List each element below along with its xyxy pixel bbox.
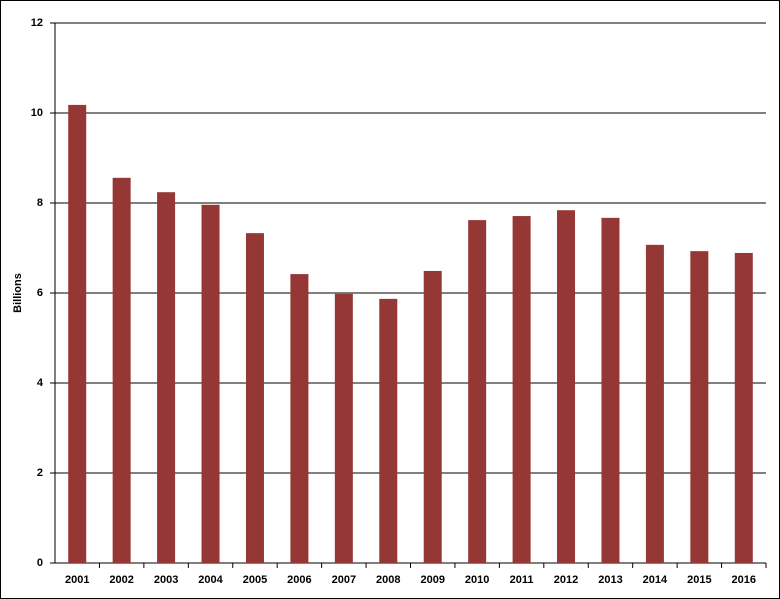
x-tick-label: 2014 bbox=[643, 574, 668, 586]
y-tick-label: 10 bbox=[31, 107, 43, 119]
x-tick-label: 2009 bbox=[420, 574, 444, 586]
bar bbox=[112, 177, 131, 564]
bar bbox=[557, 210, 576, 563]
y-axis-label: Billions bbox=[12, 273, 24, 313]
x-tick-label: 2012 bbox=[554, 574, 578, 586]
x-tick-label: 2011 bbox=[510, 574, 534, 586]
x-tick-label: 2005 bbox=[243, 574, 267, 586]
bar bbox=[468, 220, 487, 563]
y-tick-label: 12 bbox=[31, 17, 43, 29]
x-tick-label: 2013 bbox=[598, 574, 622, 586]
y-tick-label: 8 bbox=[37, 197, 43, 209]
bar bbox=[68, 104, 87, 564]
x-tick-label: 2006 bbox=[287, 574, 311, 586]
x-tick-label: 2002 bbox=[109, 574, 133, 586]
y-tick-label: 2 bbox=[37, 467, 43, 479]
bar bbox=[423, 270, 442, 563]
x-tick-label: 2004 bbox=[198, 574, 223, 586]
bar bbox=[157, 192, 176, 563]
y-tick-label: 6 bbox=[37, 287, 43, 299]
bar bbox=[201, 204, 220, 564]
bar bbox=[290, 274, 309, 563]
bar bbox=[734, 252, 753, 563]
bar bbox=[645, 244, 664, 563]
bar bbox=[379, 298, 398, 563]
bar bbox=[245, 233, 264, 563]
bar bbox=[334, 293, 353, 563]
bar bbox=[690, 251, 709, 563]
x-tick-label: 2010 bbox=[465, 574, 489, 586]
x-tick-label: 2015 bbox=[687, 574, 711, 586]
bar bbox=[601, 217, 620, 563]
x-tick-label: 2001 bbox=[65, 574, 89, 586]
y-tick-label: 4 bbox=[37, 377, 44, 389]
x-tick-label: 2007 bbox=[332, 574, 356, 586]
x-tick-label: 2003 bbox=[154, 574, 178, 586]
bar bbox=[512, 216, 531, 564]
y-tick-label: 0 bbox=[37, 557, 43, 569]
x-tick-label: 2008 bbox=[376, 574, 400, 586]
x-tick-label: 2016 bbox=[732, 574, 756, 586]
